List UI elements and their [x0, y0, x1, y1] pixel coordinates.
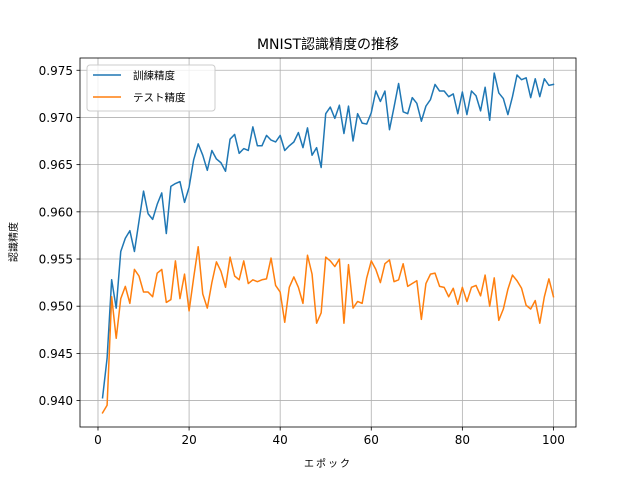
y-tick-label: 0.945 — [39, 347, 73, 361]
y-tick-label: 0.965 — [39, 158, 73, 172]
legend-label-test: テスト精度 — [133, 91, 186, 104]
plot-area-background — [80, 58, 576, 427]
y-tick-label: 0.955 — [39, 253, 73, 267]
plot-area-frame — [79, 57, 577, 428]
y-axis-ticks: 0.940 0.945 0.950 0.955 0.960 0.965 0.970 0.975 — [39, 64, 80, 408]
series-line-test — [101, 246, 555, 414]
x-tick-label: 0 — [94, 433, 102, 447]
series-lines — [101, 72, 555, 414]
x-axis-ticks: 0 20 40 60 80 100 — [94, 427, 565, 447]
legend: 訓練精度 テスト精度 — [86, 64, 216, 112]
x-tick-label: 100 — [542, 433, 565, 447]
x-tick-label: 80 — [455, 433, 470, 447]
chart-title: MNIST認識精度の推移 — [257, 37, 399, 53]
series-line-train — [101, 72, 555, 399]
y-tick-label: 0.940 — [39, 394, 73, 408]
y-axis-label: 認識精度 — [7, 222, 20, 262]
y-tick-label: 0.960 — [39, 205, 73, 219]
x-tick-label: 60 — [364, 433, 379, 447]
x-tick-label: 40 — [273, 433, 288, 447]
y-tick-label: 0.950 — [39, 300, 73, 314]
x-axis-label: エポック — [304, 458, 352, 470]
x-tick-label: 20 — [181, 433, 196, 447]
legend-box — [86, 64, 216, 112]
y-tick-label: 0.975 — [39, 64, 73, 78]
legend-label-train: 訓練精度 — [133, 69, 175, 82]
y-tick-label: 0.970 — [39, 111, 73, 125]
